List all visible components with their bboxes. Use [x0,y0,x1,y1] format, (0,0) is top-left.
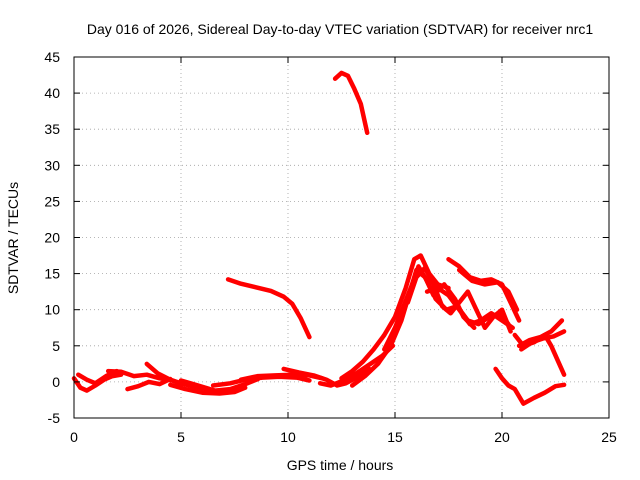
series-line-arc-10 [225,277,312,340]
grid-layer [74,57,609,418]
series-line-arc-20 [456,267,520,312]
series-line-arc-2 [76,368,120,386]
y-tick-label: 25 [44,193,60,209]
series-line-arc-12 [281,366,372,388]
series-line-arc-7 [178,376,261,393]
y-tick-label: 20 [44,230,60,246]
series-line-arc-4 [125,376,173,392]
y-tick-label: 45 [44,49,60,65]
x-tick-label: 10 [280,429,296,445]
series-line-arc-19 [446,256,522,323]
x-tick-label: 20 [494,429,510,445]
x-tick-label: 15 [387,429,403,445]
series-line-arc-6 [168,382,248,396]
tick-layer: 0 5 10 15 20 25 -5 0 5 10 15 20 25 30 35 40 45 [44,49,617,445]
series-line-arc-18 [424,285,515,331]
y-tick-label: 0 [52,374,60,390]
series-line-arc-21 [493,366,567,406]
series-layer [71,70,567,406]
x-tick-label: 5 [177,429,185,445]
chart-title: Day 016 of 2026, Sidereal Day-to-day VTE… [87,21,593,37]
y-tick-label: 35 [44,121,60,137]
y-tick-label: 40 [44,85,60,101]
y-axis-label: SDTVAR / TECUs [5,182,21,294]
y-tick-label: 30 [44,157,60,173]
y-tick-label: -5 [48,410,61,426]
x-tick-label: 25 [601,429,617,445]
series-line-arc-11 [332,70,370,136]
y-tick-label: 15 [44,266,60,282]
x-axis-label: GPS time / hours [287,457,394,473]
y-tick-label: 10 [44,302,60,318]
y-tick-label: 5 [52,338,60,354]
x-tick-label: 0 [70,429,78,445]
series-line-arc-24 [512,332,567,377]
